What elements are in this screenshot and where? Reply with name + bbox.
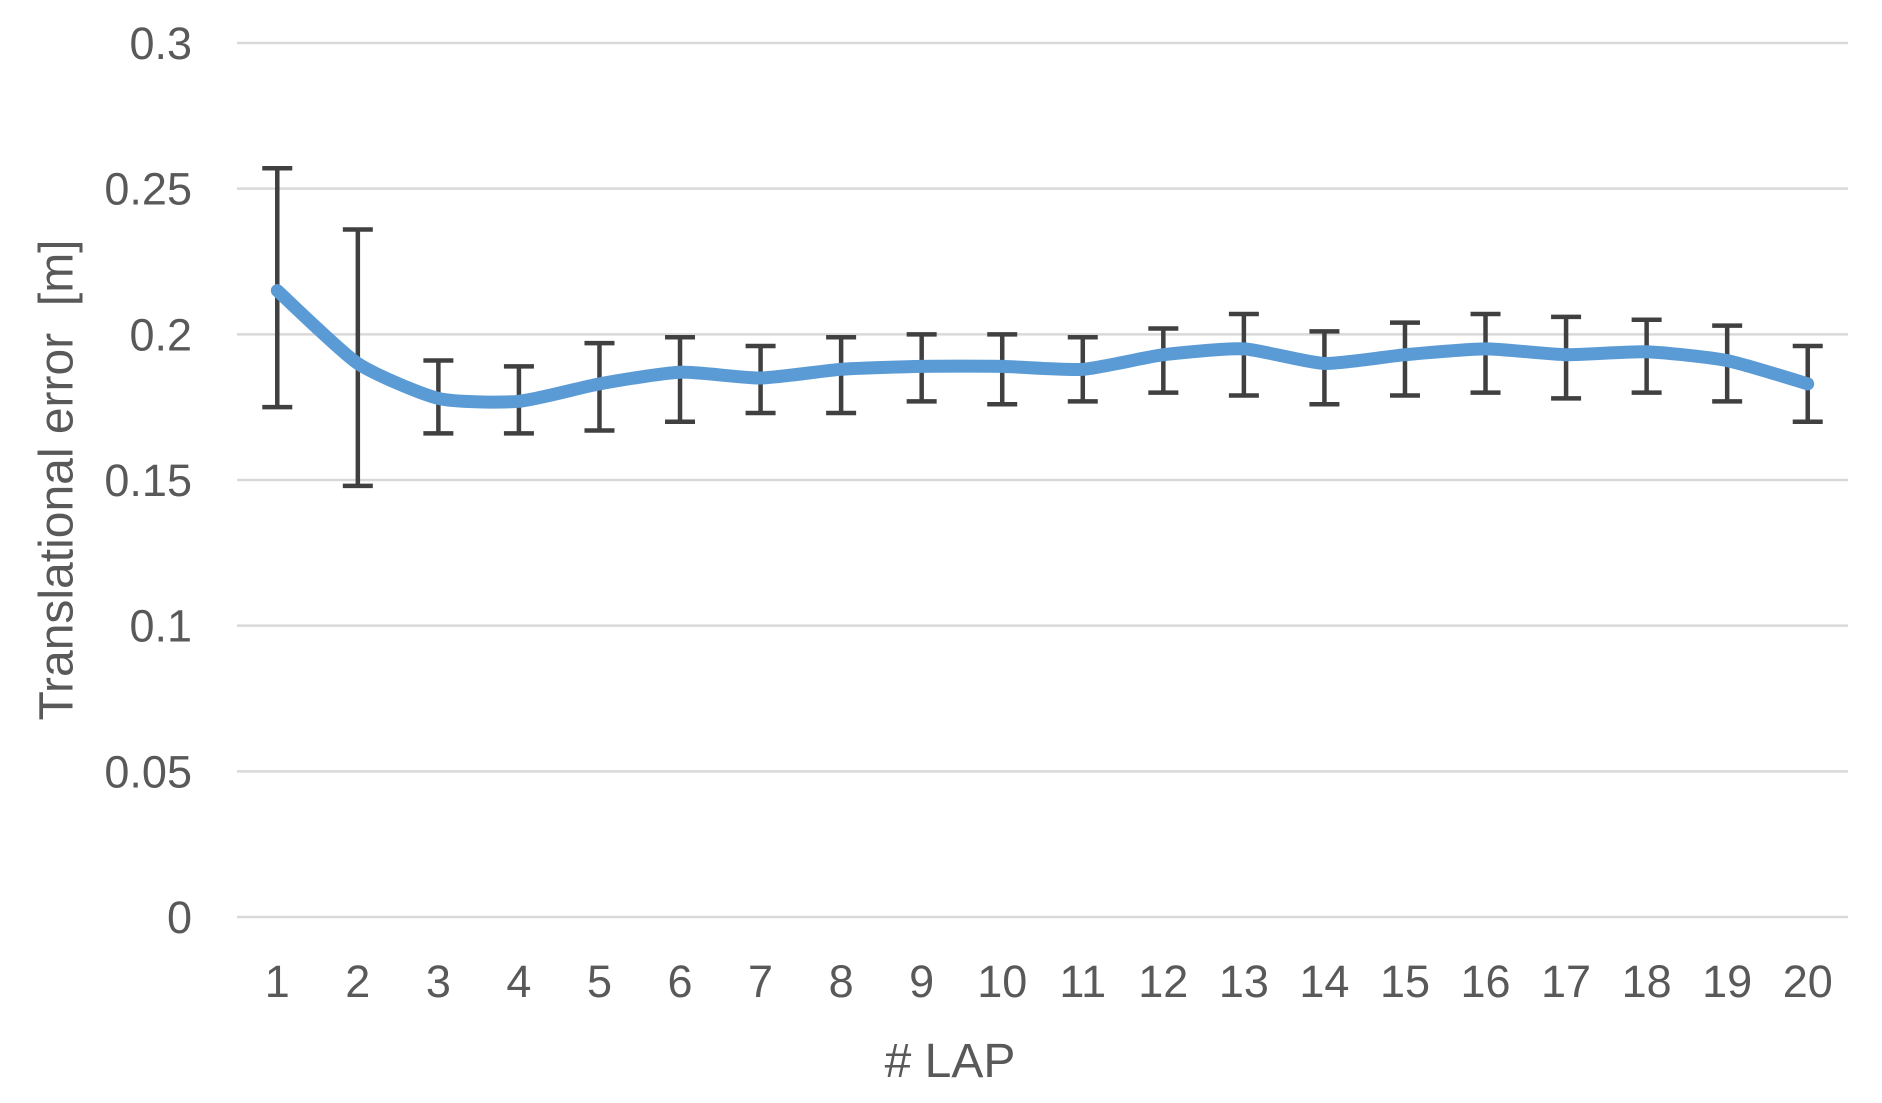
y-axis-tick-label: 0 — [167, 892, 192, 943]
x-axis-tick-label: 15 — [1380, 956, 1430, 1007]
x-axis-tick-label: 4 — [506, 956, 531, 1007]
y-axis-tick-label: 0.15 — [104, 455, 192, 506]
x-axis-tick-label: 11 — [1059, 956, 1106, 1007]
x-axis-tick-labels: 1 2 3 4 5 6 7 8 9 10 11 12 13 14 15 16 17 18 19 20 — [265, 956, 1833, 1007]
y-axis-tick-label: 0.05 — [104, 746, 192, 797]
y-axis-tick-label: 0.1 — [129, 601, 192, 652]
gridlines — [237, 41, 1848, 919]
x-axis-tick-label: 19 — [1702, 956, 1752, 1007]
x-axis-tick-label: 1 — [265, 956, 290, 1007]
x-axis-tick-label: 13 — [1219, 956, 1269, 1007]
x-axis-tick-label: 20 — [1783, 956, 1833, 1007]
y-axis-tick-label: 0.25 — [104, 164, 192, 215]
x-axis-tick-label: 10 — [977, 956, 1027, 1007]
y-axis-tick-label: 0.2 — [129, 309, 192, 360]
x-axis-tick-label: 17 — [1541, 956, 1591, 1007]
x-axis-title: # LAP — [885, 1035, 1016, 1088]
error-bar-lap-6 — [665, 334, 696, 424]
x-axis-tick-label: 3 — [426, 956, 451, 1007]
x-axis-tick-label: 6 — [668, 956, 693, 1007]
error-bars — [262, 166, 1823, 489]
y-axis-tick-label: 0.3 — [129, 18, 192, 69]
x-axis-tick-label: 12 — [1138, 956, 1188, 1007]
x-axis-tick-label: 9 — [909, 956, 934, 1007]
x-axis-tick-label: 8 — [829, 956, 854, 1007]
x-axis-tick-label: 5 — [587, 956, 612, 1007]
x-axis-tick-label: 18 — [1622, 956, 1672, 1007]
x-axis-tick-label: 7 — [748, 956, 773, 1007]
x-axis-tick-label: 16 — [1460, 956, 1510, 1007]
series-line — [270, 284, 1815, 409]
y-axis-title: Translational error [m] — [31, 239, 84, 720]
x-axis-tick-label: 14 — [1299, 956, 1349, 1007]
y-axis-tick-labels: 0 0.05 0.1 0.15 0.2 0.25 0.3 — [104, 18, 192, 943]
x-axis-tick-label: 2 — [345, 956, 370, 1007]
